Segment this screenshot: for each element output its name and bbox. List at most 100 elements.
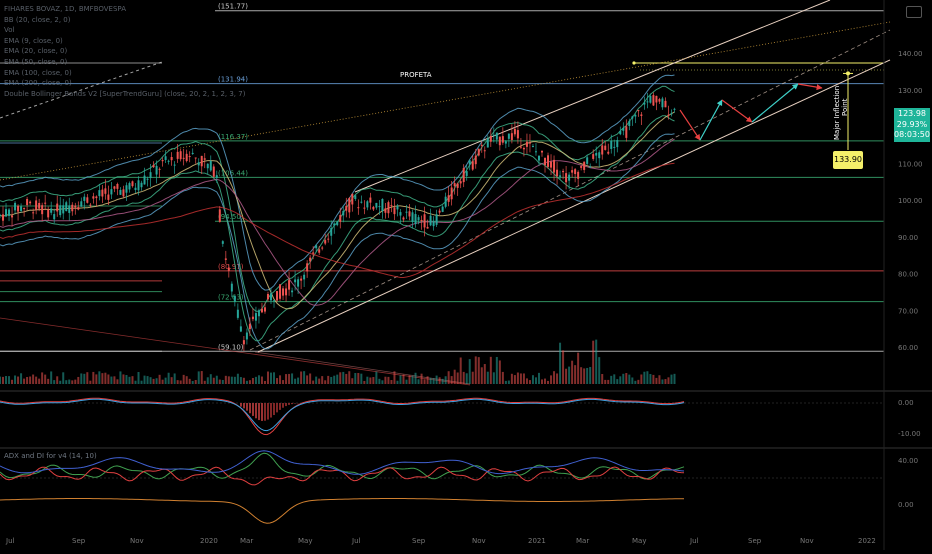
time-tick-label: May <box>632 537 646 545</box>
bar-countdown: 08:03:50 <box>894 130 930 141</box>
ema-200 <box>0 163 675 277</box>
indicator-ema200[interactable]: EMA (200, close, 0) <box>4 78 245 89</box>
candle-body <box>300 279 302 281</box>
candle-body <box>634 115 636 117</box>
volume-bar <box>649 374 651 384</box>
candle-body <box>306 263 308 271</box>
candle-body <box>162 160 164 161</box>
candle-body <box>673 109 675 110</box>
volume-bar <box>53 380 55 384</box>
candle-body <box>586 157 588 164</box>
candle-body <box>565 173 567 182</box>
candle-body <box>80 201 82 206</box>
candle-body <box>412 212 414 222</box>
volume-bar <box>264 381 266 384</box>
volume-bar <box>348 371 350 384</box>
volume-bar <box>128 377 130 384</box>
candle-body <box>264 307 266 311</box>
candle-body <box>207 164 209 168</box>
candle-body <box>442 207 444 212</box>
volume-bar <box>68 380 70 384</box>
osc-histogram-bar <box>249 403 251 413</box>
volume-bar <box>29 376 31 384</box>
indicator-dbb[interactable]: Double Bollinger Bands V2 [SuperTrendGur… <box>4 89 245 100</box>
volume-bar <box>47 379 49 384</box>
candle-body <box>460 181 462 183</box>
candle-body <box>231 284 233 292</box>
bb-lower <box>0 134 675 349</box>
candle-body <box>86 197 88 202</box>
candle-body <box>604 146 606 150</box>
price-tick-label: 80.00 <box>898 271 918 279</box>
candle-body <box>183 158 185 159</box>
candle-body <box>526 142 528 147</box>
candle-body <box>282 288 284 295</box>
indicator-vol[interactable]: Vol <box>4 25 245 36</box>
projection-arrow <box>798 84 822 88</box>
adx-slow-line <box>0 499 684 524</box>
volume-bar <box>661 379 663 384</box>
candle-body <box>74 206 76 208</box>
volume-bar <box>616 379 618 384</box>
volume-bar <box>472 372 474 384</box>
volume-bar <box>442 379 444 384</box>
candle-body <box>104 188 106 193</box>
volume-bar <box>595 340 597 384</box>
volume-bar <box>571 361 573 384</box>
candle-body <box>243 340 245 344</box>
osc-signal <box>0 398 684 434</box>
candle-body <box>595 153 597 156</box>
candle-body <box>511 133 513 140</box>
ema-9 <box>0 116 675 341</box>
time-tick-label: May <box>298 537 312 545</box>
volume-bar <box>357 373 359 384</box>
indicator-ema9[interactable]: EMA (9, close, 0) <box>4 36 245 47</box>
candle-body <box>445 197 447 207</box>
volume-bar <box>303 371 305 384</box>
volume-bar <box>529 380 531 384</box>
indicator-ema50[interactable]: EMA (50, close, 0) <box>4 57 245 68</box>
candle-body <box>234 296 236 302</box>
volume-bar <box>424 379 426 384</box>
candle-body <box>351 194 353 205</box>
volume-bar <box>183 375 185 384</box>
volume-bar <box>83 374 85 384</box>
candle-body <box>216 175 218 178</box>
candle-body <box>643 103 645 105</box>
volume-bar <box>261 377 263 384</box>
candle-body <box>131 181 133 186</box>
candle-body <box>547 155 549 167</box>
volume-bar <box>144 376 146 384</box>
symbol-line[interactable]: FIHARES BOVAZ, 1D, BMFBOVESPA <box>4 4 245 15</box>
volume-bar <box>65 380 67 384</box>
volume-bar <box>387 377 389 384</box>
candle-body <box>583 162 585 170</box>
osc-histogram-bar <box>243 403 245 408</box>
volume-bar <box>237 374 239 384</box>
volume-bar <box>502 372 504 384</box>
di-minus <box>0 467 684 485</box>
volume-bar <box>204 381 206 384</box>
volume-bar <box>499 360 501 384</box>
screenshot-button[interactable] <box>906 6 922 18</box>
candle-body <box>436 214 438 225</box>
candle-body <box>535 151 537 152</box>
volume-bar <box>113 376 115 384</box>
candle-body <box>354 195 356 199</box>
indicator-ema100[interactable]: EMA (100, close, 0) <box>4 68 245 79</box>
candle-body <box>402 218 404 220</box>
indicator-bb[interactable]: BB (20, close, 2, 0) <box>4 15 245 26</box>
osc-histogram-bar <box>276 403 278 412</box>
osc-histogram-bar <box>246 403 248 411</box>
candle-body <box>667 115 669 116</box>
candle-body <box>418 217 420 220</box>
volume-bar <box>321 376 323 384</box>
indicator-ema20[interactable]: EMA (20, close, 0) <box>4 46 245 57</box>
volume-bar <box>631 377 633 384</box>
candle-body <box>502 136 504 143</box>
time-tick-label: Mar <box>576 537 589 545</box>
candle-body <box>330 228 332 236</box>
candle-body <box>17 206 19 212</box>
time-tick-label: Nov <box>472 537 486 545</box>
